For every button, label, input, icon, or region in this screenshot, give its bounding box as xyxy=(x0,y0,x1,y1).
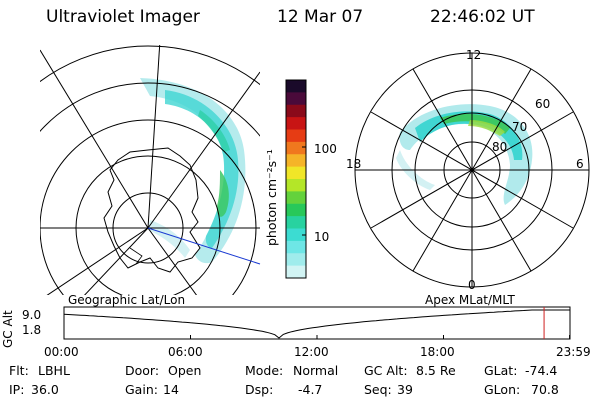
seq-label: Seq: xyxy=(364,382,392,397)
colorbar-segment xyxy=(286,179,306,192)
ip-label: IP: xyxy=(9,382,25,397)
mlt-label-18: 18 xyxy=(346,157,362,171)
timeline-xtick-2: 12:00 xyxy=(294,345,329,359)
colorbar-segment xyxy=(286,104,306,118)
timeline-ytick-bottom: 1.8 xyxy=(22,323,42,337)
seq-value: 39 xyxy=(397,382,413,397)
timeline-ylabel: GC Alt xyxy=(1,310,15,348)
mlt-label-12: 12 xyxy=(466,48,482,62)
dsp-label: Dsp: xyxy=(245,382,274,397)
colorbar-segment xyxy=(286,253,306,267)
colorbar-tick-100: 100 xyxy=(314,142,337,156)
glat-label: GLat: xyxy=(484,363,518,378)
mlt-label-0: 0 xyxy=(468,278,476,292)
colorbar-segment xyxy=(286,265,306,279)
door-label: Door: xyxy=(125,363,160,378)
right-panel-caption: Apex MLat/MLT xyxy=(425,293,515,307)
flt-label: Flt: xyxy=(9,363,29,378)
mlat-label-80: 80 xyxy=(492,140,508,154)
gcalt-value: 8.5 Re xyxy=(416,363,456,378)
instrument-title: Ultraviolet Imager xyxy=(46,7,200,27)
colorbar-segment xyxy=(286,154,306,168)
timeline-xtick-3: 18:00 xyxy=(420,345,455,359)
flt-value: LBHL xyxy=(38,363,70,378)
ip-value: 36.0 xyxy=(31,382,59,397)
colorbar-segment xyxy=(286,203,306,217)
colorbar-segment xyxy=(286,141,306,155)
mode-label: Mode: xyxy=(245,363,284,378)
gain-value: 14 xyxy=(163,382,179,397)
mlt-label-6: 6 xyxy=(576,157,584,171)
altitude-curve xyxy=(63,309,570,339)
mlat-label-70: 70 xyxy=(512,120,528,134)
colorbar-segment xyxy=(286,166,306,180)
date-label: 12 Mar 07 xyxy=(277,7,364,27)
colorbar-segment xyxy=(286,240,306,254)
colorbar-segment xyxy=(286,80,306,93)
timeline-ytick-top: 9.0 xyxy=(22,308,42,322)
timeline-xtick-4: 23:59 xyxy=(556,345,591,359)
gain-label: Gain: xyxy=(125,382,158,397)
colorbar-segment xyxy=(286,129,306,143)
glat-value: -74.4 xyxy=(525,363,558,378)
mode-value: Normal xyxy=(293,363,339,378)
timeline-xtick-0: 00:00 xyxy=(44,345,79,359)
colorbar-tick-10: 10 xyxy=(314,230,330,244)
colorbar-segment xyxy=(286,117,306,130)
door-value: Open xyxy=(168,363,202,378)
glon-value: 70.8 xyxy=(531,382,559,397)
colorbar-segment xyxy=(286,228,306,242)
colorbar-segment xyxy=(286,92,306,106)
mlat-label-60: 60 xyxy=(535,97,551,111)
left-panel-caption: Geographic Lat/Lon xyxy=(68,293,186,307)
glon-label: GLon: xyxy=(484,382,521,397)
time-label: 22:46:02 UT xyxy=(430,7,535,27)
dsp-value: -4.7 xyxy=(298,382,323,397)
colorbar-segment xyxy=(286,191,306,205)
gcalt-label: GC Alt: xyxy=(364,363,408,378)
colorbar-segment xyxy=(286,216,306,229)
timeline-xtick-1: 06:00 xyxy=(168,345,203,359)
